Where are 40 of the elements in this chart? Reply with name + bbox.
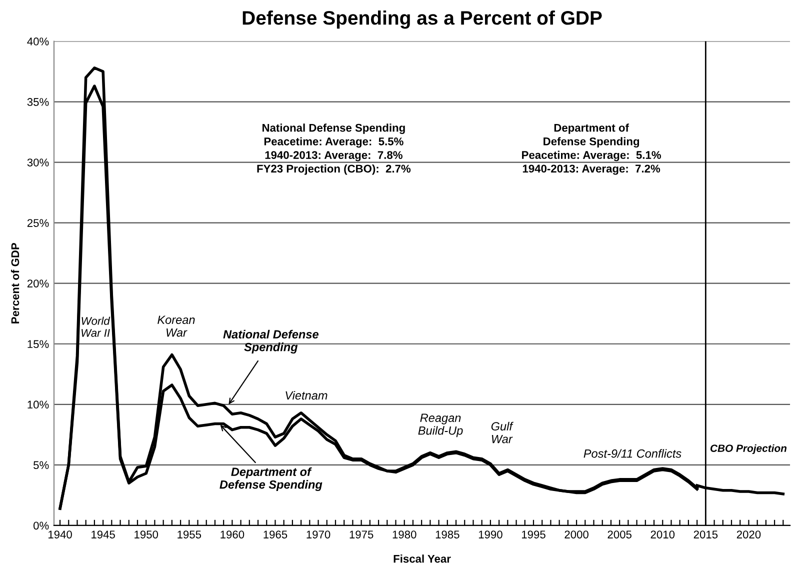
x-tick-label: 1985 (436, 530, 460, 538)
x-tick-label: 1945 (92, 530, 115, 538)
y-tick-label: 35% (27, 98, 49, 106)
x-tick-label: 1960 (220, 530, 244, 538)
x-tick-label: 1980 (392, 530, 416, 538)
chart-title: Defense Spending as a Percent of GDP (242, 10, 602, 29)
x-tick-label: 2000 (564, 530, 588, 538)
annotation: Post-9/11 Conflicts (584, 449, 682, 458)
x-tick-label: 2020 (736, 530, 761, 538)
x-tick-label: 1955 (178, 530, 202, 538)
y-tick-label: 10% (28, 400, 49, 409)
annotation: Vietnam (286, 390, 328, 400)
x-tick-label: 1995 (522, 530, 546, 538)
annotation: Department of Defense Spending (220, 467, 322, 492)
y-tick-label: 5% (34, 461, 49, 470)
x-tick-label: 1950 (134, 530, 158, 538)
y-tick-label: 25% (27, 219, 49, 227)
x-tick-label: 1965 (264, 530, 288, 538)
y-axis-title: Percent of GDP (10, 242, 20, 324)
x-tick-label: 1940 (48, 530, 72, 538)
x-tick-label: 1975 (350, 530, 374, 538)
y-tick-label: 40% (27, 38, 49, 46)
y-tick-label: 30% (27, 158, 49, 166)
x-tick-label: 2005 (608, 530, 632, 538)
y-tick-label: 0% (34, 522, 49, 530)
annotation: Gulf War (491, 422, 514, 444)
y-tick-label: 20% (27, 280, 49, 288)
x-axis-title: Fiscal Year (394, 554, 451, 563)
y-tick-label: 15% (28, 340, 49, 348)
x-tick-label: 2015 (694, 530, 718, 538)
annotation: National Defense Spending (223, 330, 318, 354)
annotation: World War II (82, 316, 110, 337)
ref-line-label: CBO Projection (710, 444, 787, 454)
x-tick-label: 1970 (306, 530, 330, 538)
annotation: Department of Defense Spending Peacetime: Average: 5.1% 1940-2013: Average: 7.2% (522, 124, 661, 175)
x-tick-label: 1990 (478, 530, 502, 538)
annotation: Reagan Build-Up (418, 414, 463, 438)
annotation: National Defense Spending Peacetime: Average: 5.5% 1940-2013: Average: 7.8% FY23 Projection (CBO): 2.7% (257, 124, 411, 175)
x-tick-label: 2010 (650, 530, 675, 538)
annotation: Korean War (158, 316, 195, 337)
